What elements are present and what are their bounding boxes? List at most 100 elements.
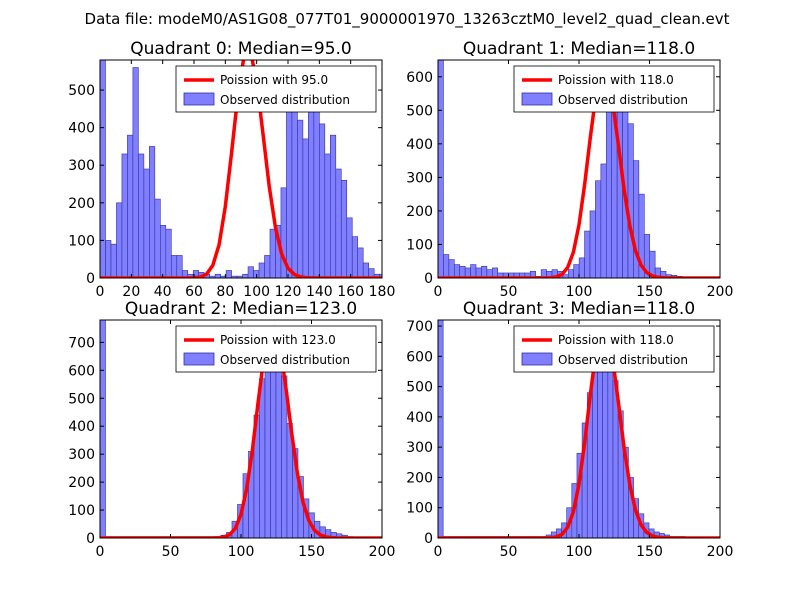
histogram-bar	[269, 228, 276, 278]
histogram-bar	[116, 202, 123, 278]
histogram-bar	[385, 274, 390, 278]
histogram-bar	[247, 266, 254, 278]
histogram-bar	[138, 153, 145, 278]
histogram-bar	[649, 250, 656, 278]
histogram-bar	[143, 168, 150, 278]
y-tick-label: 100	[68, 503, 95, 519]
histogram-bar	[443, 254, 450, 278]
x-tick-label: 160	[337, 284, 364, 300]
legend-bar-swatch	[521, 92, 553, 106]
x-tick-label: 50	[500, 544, 518, 560]
legend-observed-label: Observed distribution	[220, 93, 350, 107]
x-tick-label: 150	[298, 544, 325, 560]
histogram-bar	[438, 320, 444, 538]
y-tick-label: 200	[68, 475, 95, 491]
y-tick-label: 500	[406, 103, 433, 119]
histogram-bar	[160, 225, 167, 278]
y-tick-label: 300	[406, 440, 433, 456]
y-tick-label: 0	[86, 531, 95, 547]
y-tick-label: 400	[406, 410, 433, 426]
y-tick-label: 100	[406, 237, 433, 253]
x-tick-label: 20	[122, 284, 140, 300]
histogram-bar	[100, 60, 106, 278]
x-tick-label: 140	[306, 284, 333, 300]
legend-observed-label: Observed distribution	[220, 353, 350, 367]
histogram-bar	[110, 243, 117, 278]
y-tick-label: 100	[406, 501, 433, 517]
x-tick-label: 100	[243, 284, 270, 300]
legend-poisson-label: Poission with 123.0	[220, 333, 336, 347]
histogram-bar	[627, 123, 634, 278]
histogram-bar	[453, 264, 461, 278]
histogram-bar	[578, 257, 585, 278]
histogram-bar	[302, 138, 309, 278]
figure-title: Data file: modeM0/AS1G08_077T01_90000019…	[85, 10, 730, 29]
histogram-bar	[340, 179, 348, 278]
histogram-bar	[562, 274, 569, 278]
quadrant-title: Quadrant 3: Median=118.0	[463, 299, 695, 319]
legend-bar-swatch	[183, 352, 215, 366]
histogram-bar	[291, 93, 298, 278]
histogram-bar	[329, 134, 337, 278]
histogram-bar	[214, 273, 221, 278]
y-tick-label: 200	[406, 470, 433, 486]
x-tick-label: 150	[636, 544, 663, 560]
histogram-bar	[176, 255, 183, 278]
histogram-bar	[100, 320, 106, 538]
histogram-bar	[324, 153, 331, 278]
histogram-bar	[319, 123, 326, 278]
histogram-bar	[448, 259, 455, 278]
x-tick-label: 100	[228, 544, 255, 560]
y-tick-label: 400	[406, 137, 433, 153]
x-tick-label: 200	[707, 544, 734, 560]
x-tick-label: 100	[566, 544, 593, 560]
histogram-bar	[438, 60, 444, 278]
x-tick-label: 150	[636, 284, 663, 300]
y-tick-label: 600	[68, 363, 95, 379]
histogram-bar	[308, 97, 315, 278]
y-tick-label: 300	[68, 158, 95, 174]
y-tick-label: 300	[68, 447, 95, 463]
quadrant-2-chart: 0 50 100 150 200 0 100 200 300 400 500 600 700 Quadra…	[68, 299, 395, 560]
quadrant-3-chart: 0 50 100 150 200 0 100 200 300 400 500 600 700 Quadra…	[406, 299, 733, 560]
x-tick-label: 0	[434, 284, 443, 300]
legend-poisson-label: Poission with 95.0	[220, 73, 328, 87]
x-tick-label: 200	[707, 284, 734, 300]
x-tick-label: 100	[566, 284, 593, 300]
histogram-bar	[297, 119, 304, 278]
histogram-bar	[584, 230, 591, 278]
y-tick-label: 500	[68, 83, 95, 99]
y-tick-label: 500	[406, 380, 433, 396]
quadrant-0-chart: 0 20 40 60 80 100 120 140 160 180 0 100 200 300 400 500…	[68, 39, 401, 300]
y-tick-label: 500	[68, 391, 95, 407]
x-tick-label: 180	[369, 284, 396, 300]
histogram-bar	[589, 210, 596, 278]
histogram-bar	[607, 343, 614, 538]
y-tick-label: 700	[406, 319, 433, 335]
x-tick-label: 200	[369, 544, 396, 560]
histogram-bar	[600, 163, 607, 278]
y-tick-label: 100	[68, 233, 95, 249]
x-tick-label: 50	[162, 544, 180, 560]
histogram-bar	[605, 96, 613, 278]
axes-frame	[99, 59, 383, 279]
histogram-bar	[357, 247, 364, 278]
histogram-bar	[368, 268, 375, 278]
histogram-bar	[258, 262, 265, 278]
legend-poisson-label: Poission with 118.0	[558, 73, 674, 87]
x-tick-label: 40	[154, 284, 172, 300]
histogram-bar	[154, 198, 161, 278]
histogram-bar	[567, 269, 575, 278]
histogram-bar	[481, 265, 488, 278]
x-tick-label: 60	[185, 284, 203, 300]
quadrant-title: Quadrant 1: Median=118.0	[463, 39, 695, 59]
histogram-bar	[346, 217, 353, 278]
y-tick-label: 600	[406, 349, 433, 365]
quadrant-title: Quadrant 0: Median=95.0	[130, 39, 352, 59]
histogram-bar	[121, 153, 128, 278]
x-tick-label: 120	[275, 284, 302, 300]
histogram-bar	[264, 255, 271, 278]
y-tick-label: 300	[406, 170, 433, 186]
histogram-bar	[396, 277, 401, 278]
